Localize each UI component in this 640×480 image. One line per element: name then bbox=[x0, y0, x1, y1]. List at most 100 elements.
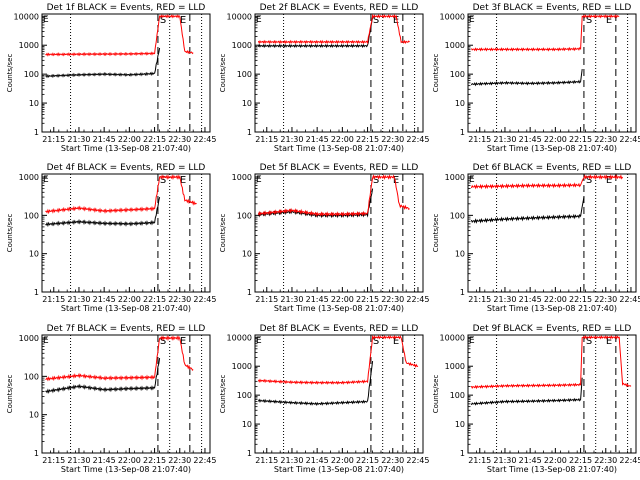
lld-series-line bbox=[470, 335, 632, 390]
y-tick-label: 10 bbox=[29, 411, 39, 420]
y-axis-label: Counts/sec bbox=[432, 375, 440, 414]
y-tick-label: 1000 bbox=[445, 362, 465, 371]
x-tick-label: 22:45 bbox=[619, 135, 640, 144]
events-series-line bbox=[257, 17, 374, 49]
panel-title: Det 9f BLACK = Events, RED = LLD bbox=[473, 324, 632, 334]
detector-panel: Det 1f BLACK = Events, RED = LLD 1 10 100 10… bbox=[6, 3, 216, 153]
detector-panel: Det 9f BLACK = Events, RED = LLD 1 10 100 10… bbox=[432, 324, 640, 474]
lld-series-line bbox=[257, 335, 419, 385]
corner-marker: E bbox=[469, 175, 475, 185]
x-tick-label: 21:30 bbox=[67, 295, 90, 304]
x-axis-label: Start Time (13-Sep-08 21:07:40) bbox=[487, 144, 617, 153]
x-tick-label: 22:00 bbox=[118, 295, 141, 304]
y-tick-label: 100 bbox=[450, 391, 465, 400]
y-tick-label: 10 bbox=[29, 99, 39, 108]
x-tick-label: 22:45 bbox=[193, 135, 216, 144]
y-tick-label: 1 bbox=[460, 128, 465, 137]
x-tick-label: 21:15 bbox=[468, 295, 491, 304]
y-tick-label: 1000 bbox=[19, 173, 39, 182]
events-series-line bbox=[470, 197, 585, 224]
start-marker: S bbox=[160, 175, 166, 186]
end-marker: E bbox=[606, 336, 612, 347]
y-tick-label: 1000 bbox=[19, 334, 39, 343]
plot-frame bbox=[254, 334, 424, 454]
y-tick-label: 1000 bbox=[445, 41, 465, 50]
plot-frame bbox=[41, 334, 211, 454]
y-tick-label: 1 bbox=[34, 449, 39, 458]
y-tick-label: 1 bbox=[247, 288, 252, 297]
corner-marker: E bbox=[43, 175, 49, 185]
y-tick-label: 10 bbox=[242, 420, 252, 429]
y-tick-label: 10 bbox=[242, 250, 252, 259]
y-axis-label: Counts/sec bbox=[6, 54, 14, 93]
y-axis-label: Counts/sec bbox=[6, 375, 14, 414]
y-tick-label: 1 bbox=[247, 128, 252, 137]
events-series-line bbox=[45, 358, 161, 394]
plot-frame bbox=[467, 173, 637, 293]
x-tick-label: 21:30 bbox=[493, 295, 516, 304]
x-tick-label: 21:45 bbox=[519, 456, 542, 465]
y-tick-label: 10000 bbox=[440, 12, 465, 21]
y-tick-label: 100 bbox=[24, 211, 39, 220]
x-tick-label: 21:30 bbox=[493, 135, 516, 144]
x-tick-label: 21:30 bbox=[280, 295, 303, 304]
y-tick-label: 10000 bbox=[14, 12, 39, 21]
corner-marker: E bbox=[469, 15, 475, 25]
corner-marker: E bbox=[43, 15, 49, 25]
x-tick-label: 21:15 bbox=[255, 135, 278, 144]
x-tick-label: 22:30 bbox=[594, 135, 617, 144]
x-tick-label: 22:30 bbox=[381, 456, 404, 465]
y-tick-label: 10 bbox=[29, 250, 39, 259]
x-tick-label: 22:45 bbox=[619, 295, 640, 304]
x-tick-label: 21:45 bbox=[519, 135, 542, 144]
x-tick-label: 22:45 bbox=[406, 135, 429, 144]
plot-frame bbox=[254, 13, 424, 133]
y-tick-label: 100 bbox=[237, 211, 252, 220]
end-marker: E bbox=[393, 15, 399, 26]
end-marker: E bbox=[606, 15, 612, 26]
y-tick-label: 10 bbox=[455, 250, 465, 259]
x-tick-label: 21:30 bbox=[67, 456, 90, 465]
events-series-line bbox=[470, 69, 583, 87]
x-tick-label: 21:45 bbox=[519, 295, 542, 304]
plot-frame bbox=[41, 173, 211, 293]
y-tick-label: 1000 bbox=[232, 173, 252, 182]
start-marker: S bbox=[586, 15, 592, 26]
x-tick-label: 22:45 bbox=[193, 456, 216, 465]
y-axis-label: Counts/sec bbox=[6, 214, 14, 253]
start-marker: S bbox=[160, 15, 166, 26]
y-tick-label: 100 bbox=[450, 70, 465, 79]
x-tick-label: 22:30 bbox=[594, 295, 617, 304]
y-axis-label: Counts/sec bbox=[432, 214, 440, 253]
x-tick-label: 22:15 bbox=[143, 295, 166, 304]
x-tick-label: 22:15 bbox=[356, 456, 379, 465]
x-tick-label: 22:30 bbox=[168, 135, 191, 144]
y-tick-label: 100 bbox=[237, 70, 252, 79]
end-marker: E bbox=[180, 15, 186, 26]
end-marker: E bbox=[180, 336, 186, 347]
events-series-line bbox=[470, 377, 583, 406]
x-tick-label: 21:45 bbox=[93, 456, 116, 465]
y-tick-label: 10 bbox=[242, 99, 252, 108]
panel-title: Det 1f BLACK = Events, RED = LLD bbox=[47, 3, 206, 13]
y-axis-label: Counts/sec bbox=[219, 375, 227, 414]
end-marker: E bbox=[393, 175, 399, 186]
lld-series-line bbox=[45, 14, 194, 57]
x-tick-label: 22:00 bbox=[544, 456, 567, 465]
x-tick-label: 22:30 bbox=[381, 295, 404, 304]
x-axis-label: Start Time (13-Sep-08 21:07:40) bbox=[61, 465, 191, 474]
panel-title: Det 4f BLACK = Events, RED = LLD bbox=[47, 163, 206, 173]
y-axis-label: Counts/sec bbox=[432, 54, 440, 93]
corner-marker: E bbox=[43, 336, 49, 346]
y-tick-label: 100 bbox=[450, 211, 465, 220]
x-axis-label: Start Time (13-Sep-08 21:07:40) bbox=[274, 304, 404, 313]
x-tick-label: 22:15 bbox=[569, 295, 592, 304]
events-series-line bbox=[45, 47, 161, 79]
start-marker: S bbox=[373, 175, 379, 186]
detector-panel: Det 3f BLACK = Events, RED = LLD 1 10 100 10… bbox=[432, 3, 640, 153]
x-axis-label: Start Time (13-Sep-08 21:07:40) bbox=[274, 144, 404, 153]
x-tick-label: 21:45 bbox=[306, 135, 329, 144]
lld-series-line bbox=[257, 174, 410, 218]
panel-title: Det 3f BLACK = Events, RED = LLD bbox=[473, 3, 632, 13]
